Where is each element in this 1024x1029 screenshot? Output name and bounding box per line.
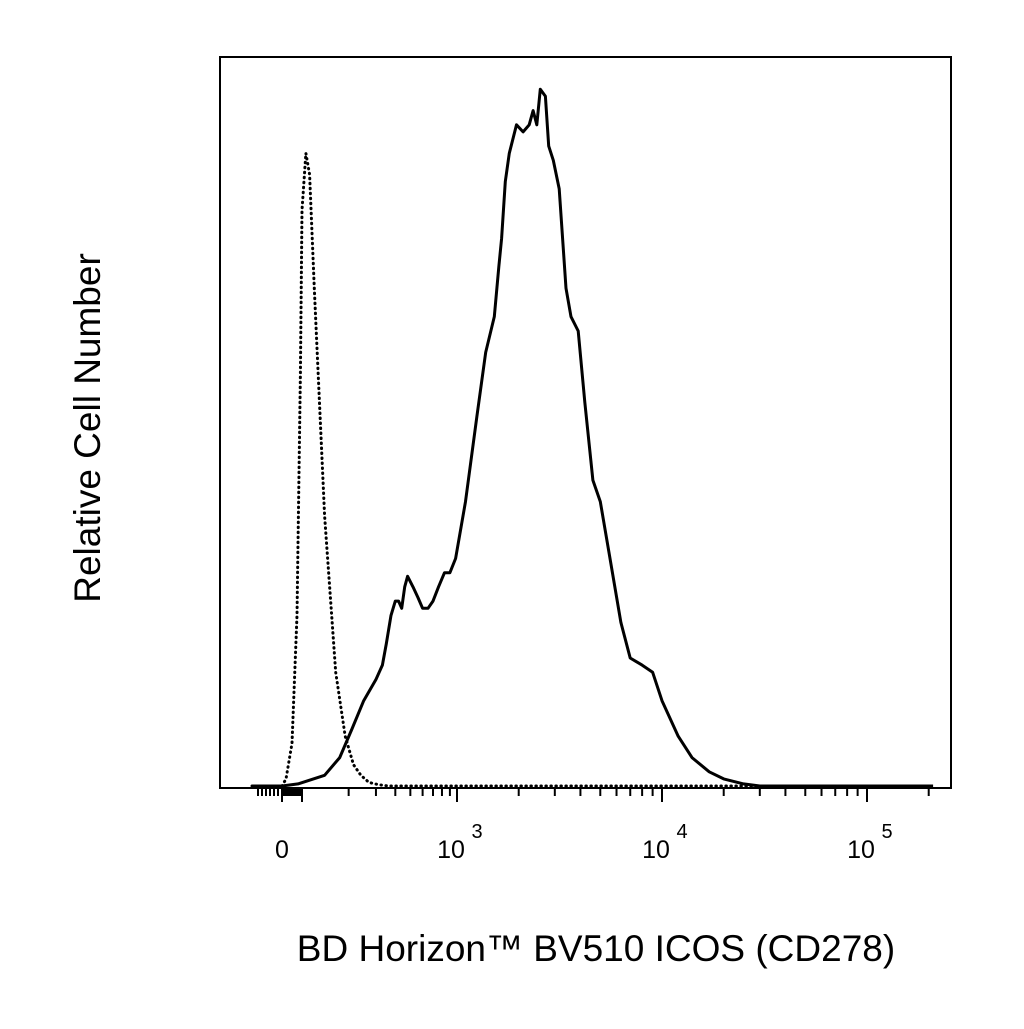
x-tick-label-base: 10 — [847, 836, 875, 864]
x-tick-label: 0 — [275, 836, 289, 864]
x-tick-label: 10 4 — [642, 821, 687, 864]
x-tick-label: 10 3 — [437, 821, 482, 864]
x-tick-label-base: 10 — [642, 836, 670, 864]
x-tick-label-base: 10 — [437, 836, 465, 864]
x-tick-label-exponent: 4 — [676, 821, 687, 843]
y-axis-label: Relative Cell Number — [67, 253, 108, 603]
x-tick-label-exponent: 3 — [471, 821, 482, 843]
x-tick-label-exponent: 5 — [881, 821, 892, 843]
series-line-dotted — [250, 151, 935, 788]
x-tick-label: 10 5 — [847, 821, 892, 864]
plot-frame — [219, 56, 952, 789]
x-tick-label-base: 0 — [275, 836, 289, 864]
x-axis-tick-labels: 0 10 3 10 4 10 5 — [275, 821, 893, 864]
x-axis-label: BD Horizon™ BV510 ICOS (CD278) — [297, 928, 895, 969]
series-layer — [250, 87, 935, 788]
x-axis-ticks — [257, 788, 930, 802]
series-line-solid — [252, 87, 934, 788]
